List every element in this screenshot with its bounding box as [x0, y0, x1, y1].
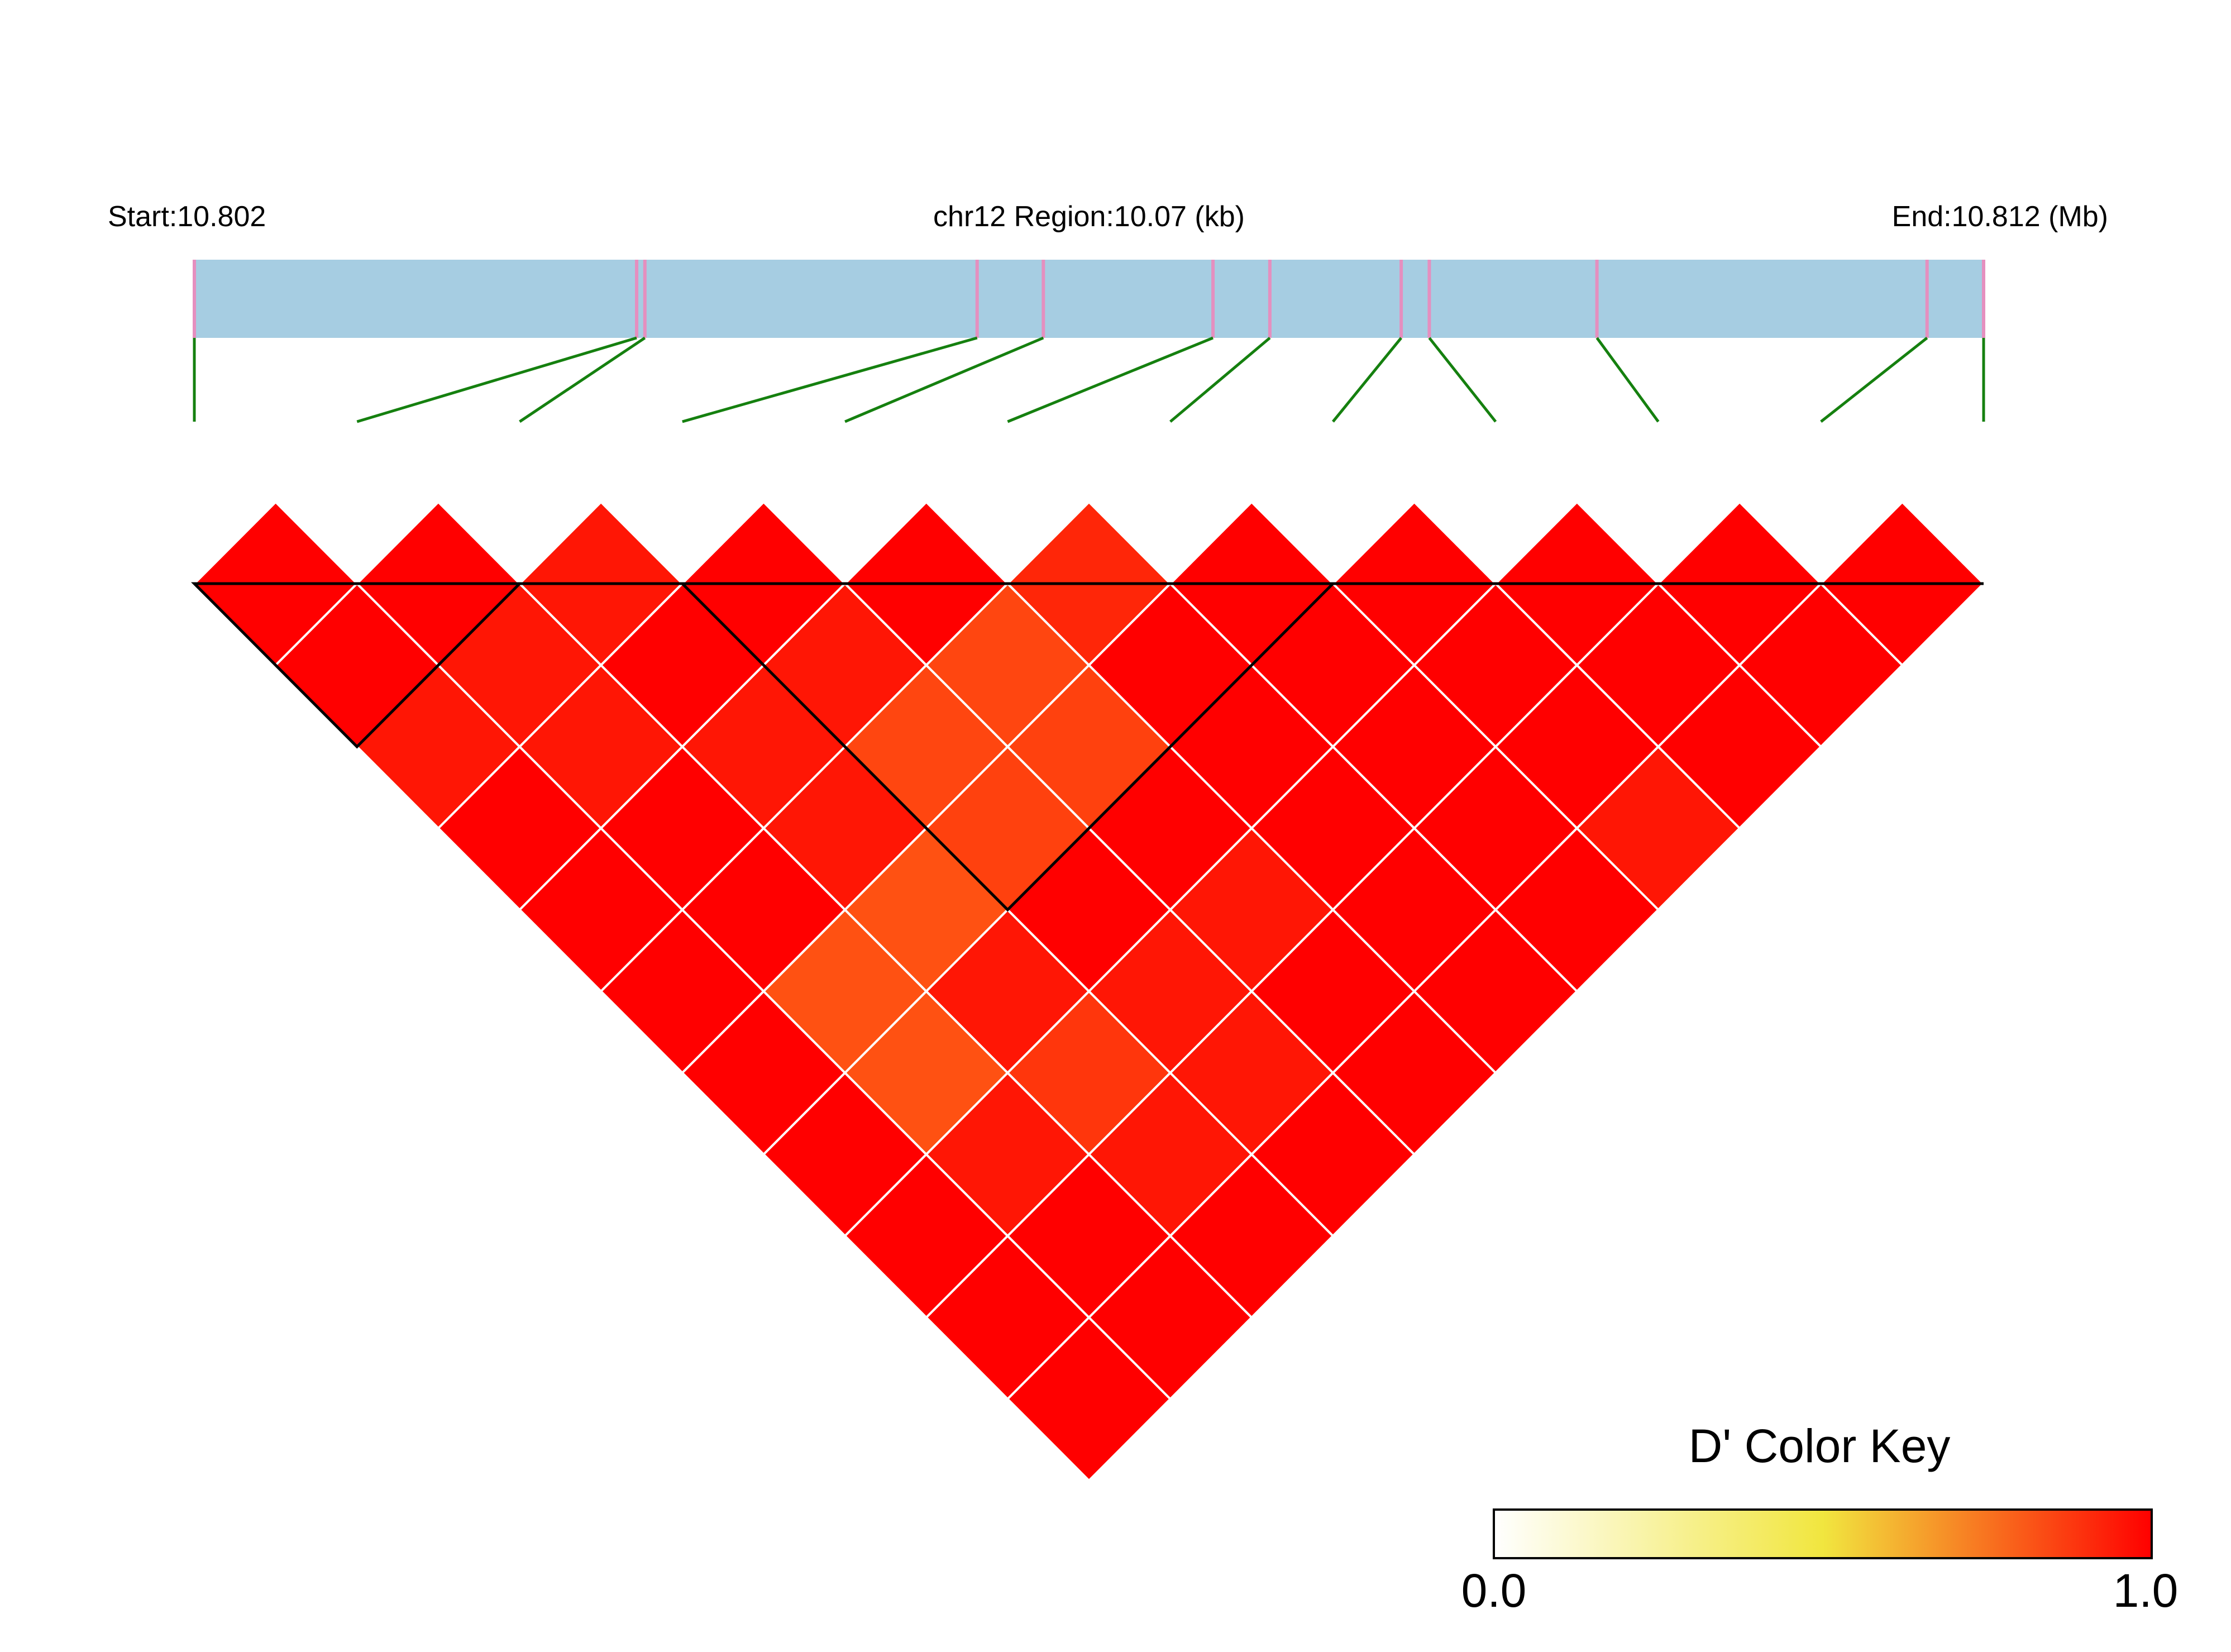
snp-connector: [1428, 337, 1497, 423]
snp-connector: [682, 336, 978, 423]
region-bar: [194, 260, 1984, 338]
ld-block-outline: [190, 582, 523, 749]
snp-connectors: [193, 336, 1985, 423]
color-key-min-label: 0.0: [1461, 1564, 1527, 1617]
snp-connector: [1595, 337, 1660, 423]
start-label: Start:10.802: [108, 200, 266, 233]
color-key-gradient: [1493, 1508, 2153, 1559]
color-key-max-label: 1.0: [2113, 1564, 2179, 1617]
snp-connector: [844, 336, 1044, 423]
ld-block-outline: [679, 582, 1336, 912]
snp-connector: [1820, 337, 1928, 423]
color-key-title: D' Color Key: [1689, 1420, 1951, 1472]
region-label: chr12 Region:10.07 (kb): [933, 200, 1245, 233]
ld-blocks: [190, 582, 1984, 912]
snp-connector: [1169, 337, 1271, 423]
snp-connector: [1007, 336, 1214, 423]
snp-ticks: [193, 260, 1985, 338]
end-label: End:10.812 (Mb): [1892, 200, 2108, 233]
color-key: D' Color Key 0.0 1.0: [1461, 1420, 2179, 1617]
snp-connector: [519, 336, 646, 423]
snp-connector: [356, 336, 637, 423]
ld-cells: [193, 500, 1985, 1482]
snp-connector: [1331, 337, 1403, 423]
